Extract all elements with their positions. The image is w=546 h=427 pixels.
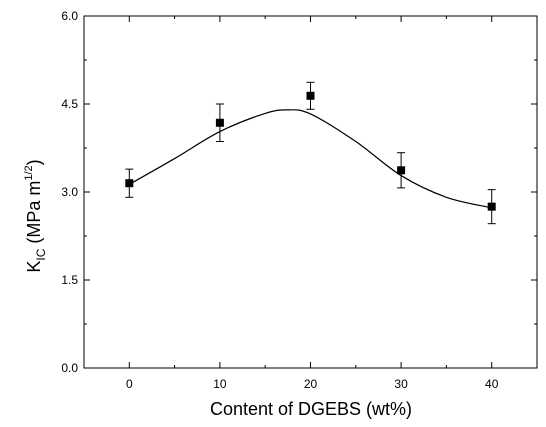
x-tick-label: 0 — [126, 377, 133, 391]
x-axis-title: Content of DGEBS (wt%) — [210, 399, 412, 419]
data-points-layer — [125, 81, 496, 225]
y-axis-title-sub: IC — [34, 248, 48, 260]
x-tick-label: 30 — [394, 377, 408, 391]
y-axis-title-sup: 1/2 — [23, 165, 35, 180]
fit-curve-layer — [129, 109, 492, 209]
plot-border — [83, 15, 538, 369]
y-axis-title-close: ) — [24, 159, 44, 165]
y-axis-title-main: K — [24, 261, 44, 273]
y-tick-label: 4.5 — [61, 97, 78, 111]
data-point — [487, 202, 496, 211]
data-point — [215, 118, 224, 127]
x-tick-label: 40 — [485, 377, 499, 391]
y-axis: 0.0 1.5 3.0 4.5 6.0 — [61, 9, 537, 375]
x-axis: 0 10 20 30 40 — [83, 16, 538, 391]
x-tick-label: 10 — [213, 377, 227, 391]
y-tick-label: 0.0 — [61, 361, 78, 375]
fit-curve — [129, 109, 492, 209]
y-tick-label: 3.0 — [61, 185, 78, 199]
y-tick-label: 6.0 — [61, 9, 78, 23]
plot-frame — [83, 15, 538, 369]
x-tick-label: 20 — [304, 377, 318, 391]
y-axis-title-units: (MPa m — [24, 181, 44, 249]
data-point — [125, 179, 134, 188]
y-axis-title: KIC (MPa m1/2) — [23, 159, 48, 272]
data-point — [306, 91, 315, 100]
data-point — [397, 166, 406, 175]
y-tick-label: 1.5 — [61, 273, 78, 287]
